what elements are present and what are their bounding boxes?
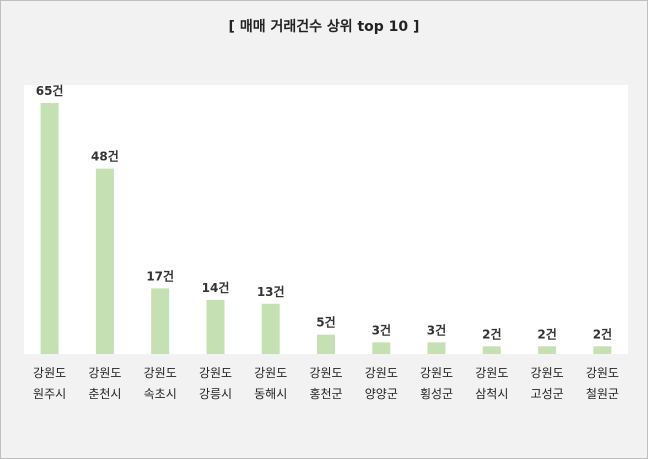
- category-label-1-line-0: 강원도: [88, 366, 121, 380]
- category-label-7-line-1: 횡성군: [420, 387, 453, 401]
- bar-7: [427, 342, 446, 354]
- bars-group: [40, 103, 612, 354]
- bar-8: [482, 346, 501, 354]
- category-label-7-line-0: 강원도: [420, 366, 453, 380]
- category-label-0-line-0: 강원도: [33, 366, 66, 380]
- category-label-10-line-1: 철원군: [586, 387, 619, 401]
- category-label-3-line-1: 강릉시: [199, 387, 232, 401]
- value-label-9: 2건: [537, 326, 556, 341]
- category-label-10-line-0: 강원도: [586, 366, 619, 380]
- value-label-2: 17건: [146, 268, 174, 283]
- category-label-5-line-1: 홍천군: [309, 386, 342, 401]
- value-label-6: 3건: [372, 322, 391, 337]
- plot-area: [24, 85, 628, 354]
- category-label-4-line-0: 강원도: [254, 366, 287, 380]
- chart-title: [ 매매 거래건수 상위 top 10 ]: [228, 19, 420, 35]
- category-label-8-line-0: 강원도: [475, 366, 508, 380]
- category-label-9-line-1: 고성군: [531, 387, 564, 401]
- category-label-4-line-1: 동해시: [254, 387, 287, 401]
- value-label-5: 5건: [316, 315, 335, 330]
- category-label-9-line-0: 강원도: [531, 366, 564, 380]
- category-label-8-line-1: 삼척시: [475, 387, 508, 401]
- category-label-3-line-0: 강원도: [199, 366, 232, 380]
- category-label-2-line-0: 강원도: [144, 366, 177, 380]
- value-label-0: 65건: [36, 83, 64, 98]
- value-label-8: 2건: [482, 326, 501, 341]
- value-labels-group: 65건 48건 17건 14건 13건 5건 3건 3건 2건 2건 2건: [36, 83, 612, 341]
- bar-9: [538, 346, 557, 354]
- category-label-1-line-1: 춘천시: [88, 386, 121, 401]
- bar-6: [372, 342, 391, 354]
- bar-2: [151, 288, 170, 354]
- bar-1: [95, 168, 114, 354]
- value-label-7: 3건: [427, 322, 446, 337]
- category-label-6-line-1: 양양군: [365, 387, 398, 401]
- bar-4: [261, 303, 280, 354]
- bar-0: [40, 103, 59, 354]
- bar-3: [206, 299, 225, 354]
- value-label-10: 2건: [593, 326, 612, 341]
- value-label-4: 13건: [257, 284, 285, 299]
- bar-5: [317, 334, 335, 354]
- category-label-2-line-1: 속초시: [144, 387, 177, 401]
- value-label-3: 14건: [202, 280, 230, 295]
- bar-10: [593, 346, 612, 354]
- value-label-1: 48건: [91, 149, 119, 164]
- category-label-0-line-1: 원주시: [33, 387, 66, 401]
- category-label-6-line-0: 강원도: [365, 366, 398, 380]
- category-label-5-line-0: 강원도: [309, 366, 342, 380]
